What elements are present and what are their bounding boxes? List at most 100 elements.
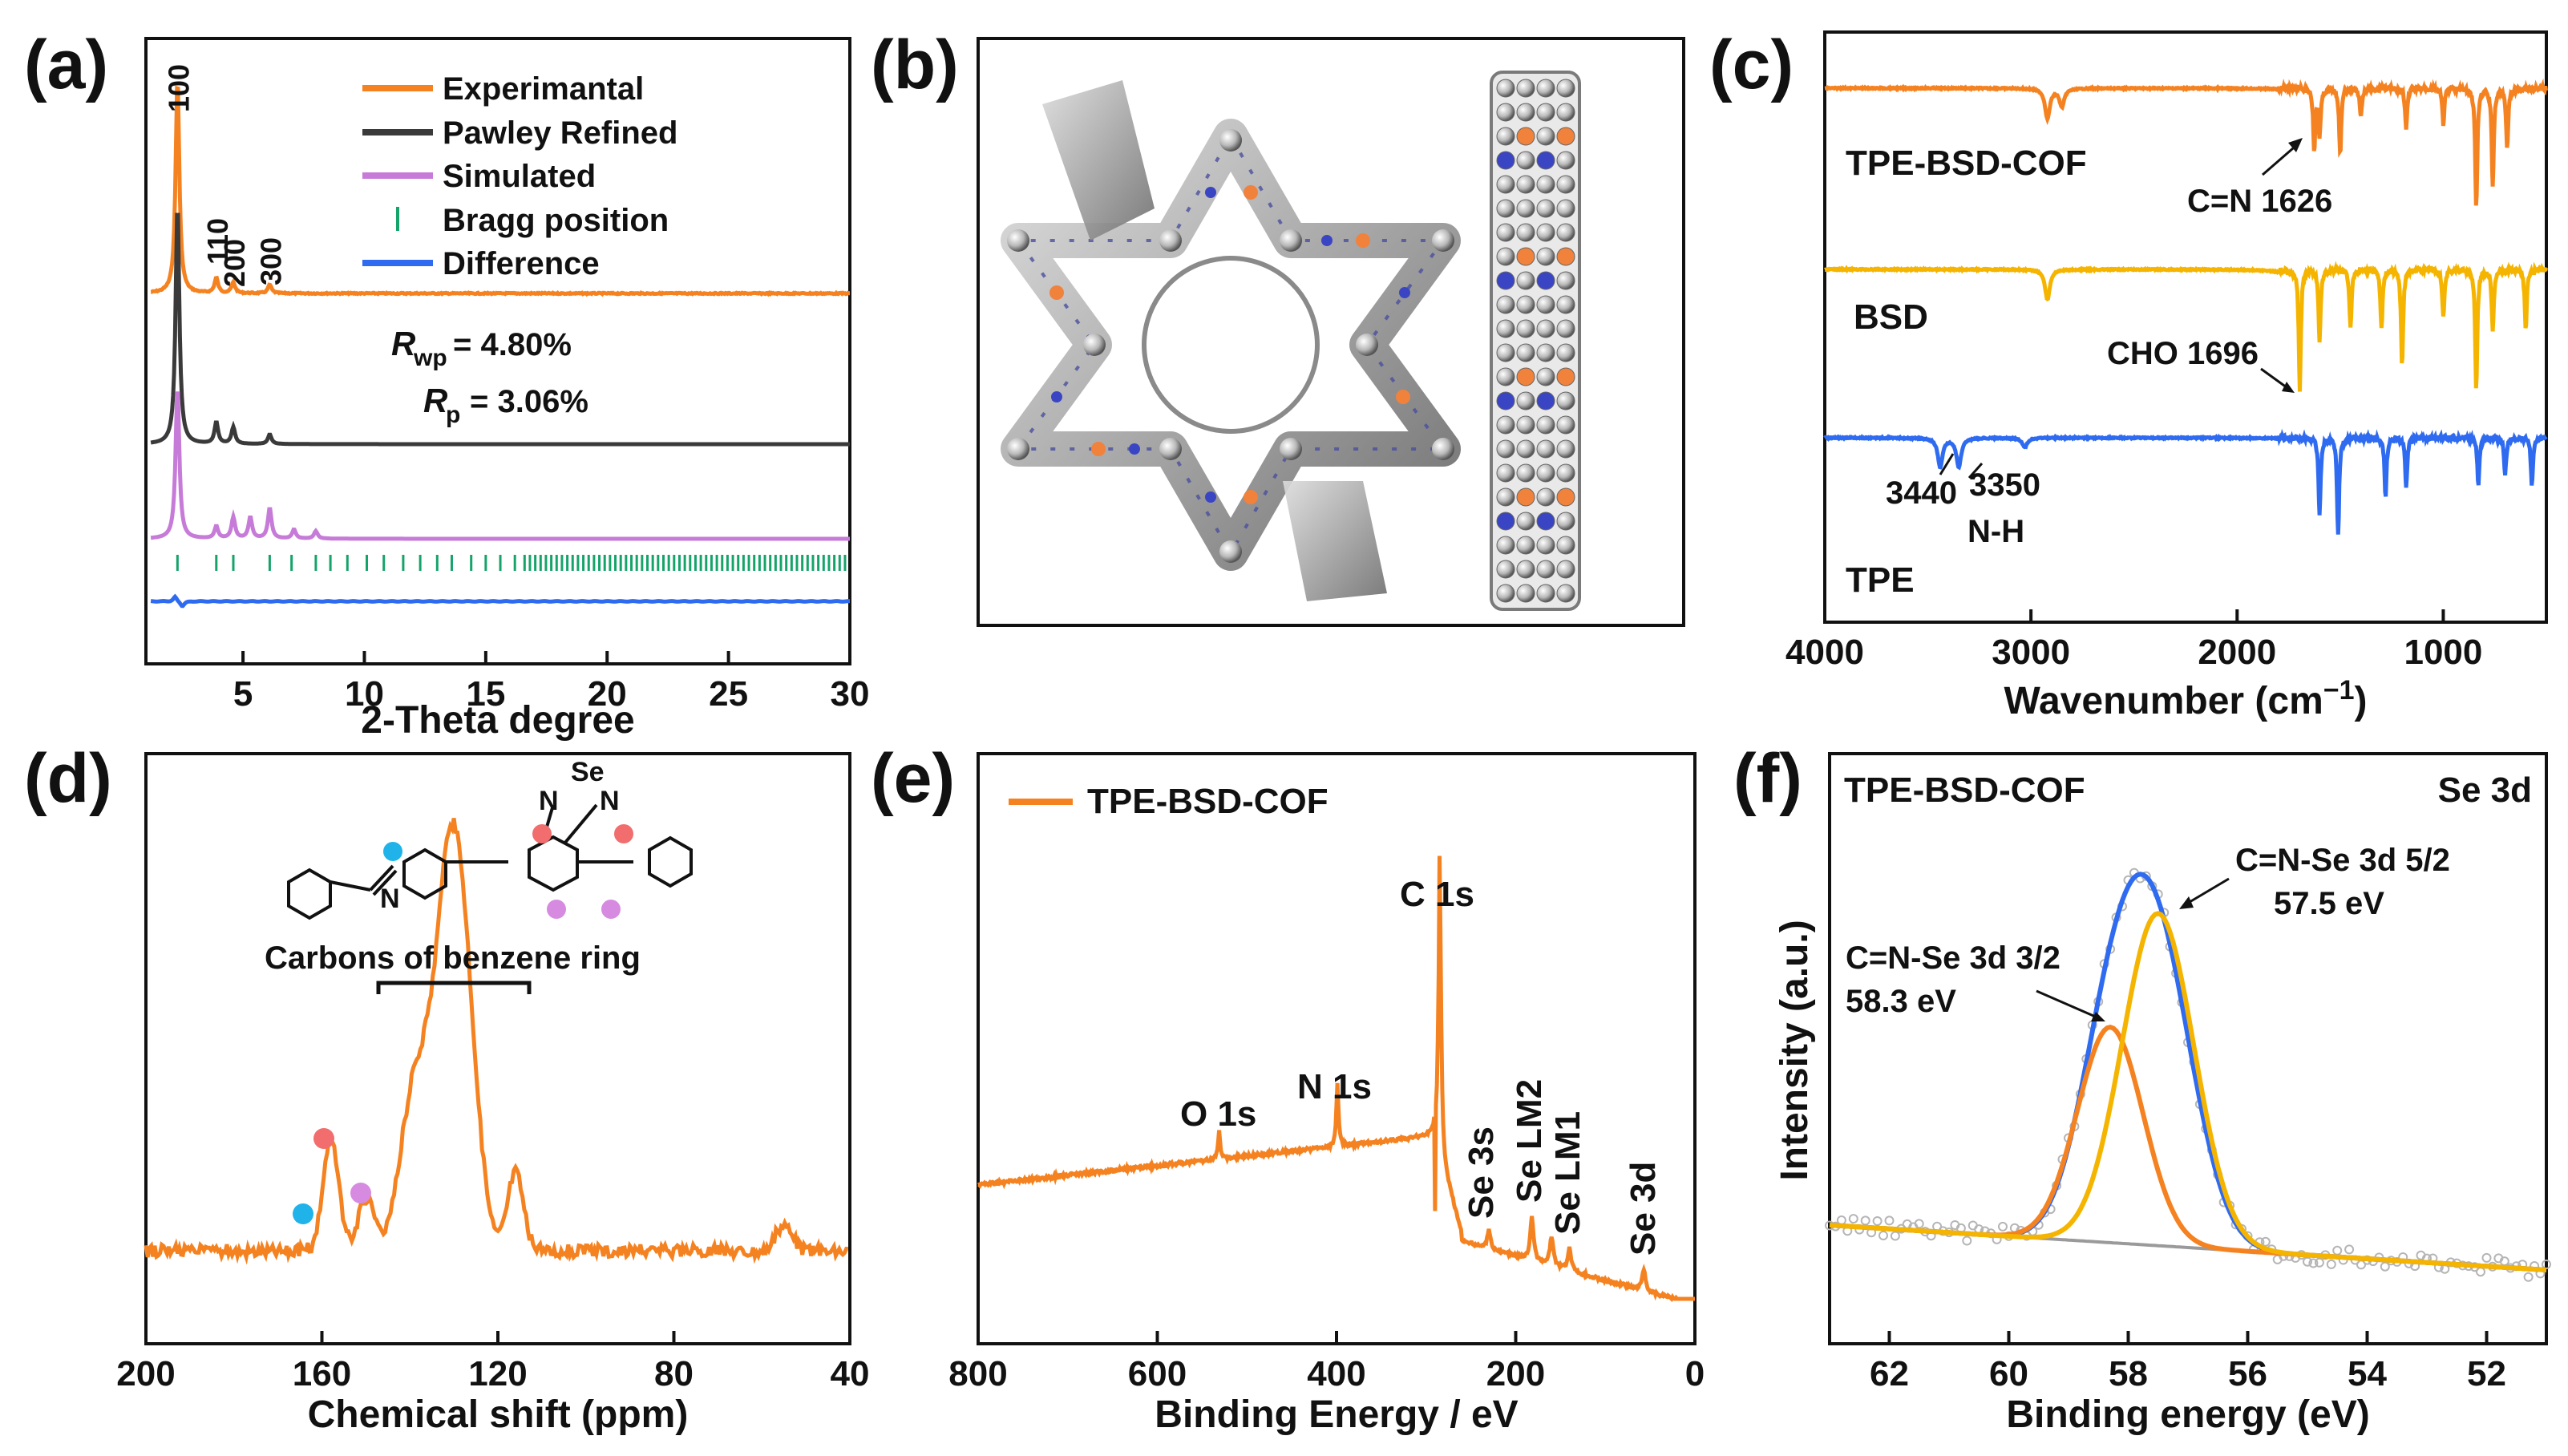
peak-marker-cyan [293,1203,313,1224]
raw-data-point [2303,1256,2312,1267]
panel-a-frame [144,37,851,665]
panel-c-label: (c) [1709,26,1794,103]
peak-label-selm2: Se LM2 [1510,1079,1549,1203]
rp-symbol: R [423,382,448,419]
panel-e-x-tick-label: 0 [1685,1354,1705,1393]
marker-red-left [532,824,552,843]
panel-f-label: (f) [1733,740,1802,817]
panel-f: (f) 62 60 58 56 54 52 Binding energy (eV) Int… [1733,740,2551,1436]
annotation-3d32-energy: 58.3 eV [1846,984,1956,1019]
panel-c-x-tick-label: 1000 [2404,633,2482,672]
bragg-position-ticks [176,555,847,571]
panel-b-frame [977,37,1685,627]
rwp-subscript: wp [413,345,447,371]
pawley-refined-trace [150,212,850,447]
panel-a-plot [150,85,850,609]
annotation-cn-1626: C=N 1626 [2187,184,2332,219]
panel-f-region-title: Se 3d [2438,770,2532,810]
panel-d-x-ticks: 200 160 120 80 40 [116,1331,869,1393]
annotation-3d32-name: C=N-Se 3d 3/2 [1846,940,2060,976]
panel-a-x-tick-label: 10 [345,674,384,714]
legend-item-bragg: Bragg position [443,203,669,238]
envelope-fit [1829,872,2547,1272]
peak-label-100: 100 [162,64,195,112]
raw-data-point [1878,1231,1888,1240]
fit-se3d52 [1829,911,2547,1272]
cof-side-view-stack [1490,71,1581,611]
legend-item-experimental: Experimantal [443,71,644,107]
panel-f-sample-title: TPE-BSD-COF [1844,770,2085,810]
atom-se: Se [571,757,605,787]
panel-d: (d) 200 160 120 80 40 Chemical shift (ppm) C… [24,740,869,1436]
raw-data-point [1884,1215,1895,1226]
panel-f-x-tick-label: 62 [1870,1354,1909,1393]
annotation-nh: N-H [1967,514,2024,549]
raw-data-point [1998,1221,2008,1232]
series-label-tpe: TPE [1846,560,1915,600]
panel-c-x-axis-label: Wavenumber (cm−1) [2004,675,2367,722]
panel-d-x-tick-label: 160 [293,1354,351,1393]
panel-c-x-ticks: 4000 3000 2000 1000 [1785,609,2482,672]
atom-n-imine: N [380,884,400,914]
panel-b-label: (b) [871,26,959,103]
legend-item-pawley: Pawley Refined [443,115,677,151]
panel-e-frame [977,752,1696,1345]
annotation-3d52-energy: 57.5 eV [2274,886,2384,921]
panel-a: (a) 5 10 15 20 25 30 2-Theta degree 100 110200… [24,26,869,742]
series-label-bsd: BSD [1854,297,1928,337]
marker-pink-right [601,900,621,919]
cof-top-view-structure [1001,80,1461,601]
atom-n-left: N [539,786,559,816]
raw-data-point [2308,1258,2319,1268]
panel-a-x-tick-label: 20 [588,674,627,714]
marker-red-right [614,824,633,843]
annotation-cho-1696: CHO 1696 [2107,336,2259,371]
panel-f-x-tick-label: 52 [2467,1354,2506,1393]
annotation-3d52-name: C=N-Se 3d 5/2 [2235,843,2450,878]
panel-e-x-ticks: 800 600 400 200 0 [948,1331,1705,1393]
panel-e-plot [977,855,1695,1303]
panel-d-x-axis-label: Chemical shift (ppm) [308,1393,689,1436]
marker-pink-left [547,900,566,919]
panel-a-fit-statistics: R wp = 4.80% R p = 3.06% [391,325,588,428]
panel-f-x-tick-label: 58 [2109,1354,2148,1393]
legend-item-tpe-bsd-cof: TPE-BSD-COF [1087,782,1328,821]
panel-a-x-tick-label: 5 [233,674,253,714]
panel-d-x-tick-label: 120 [468,1354,527,1393]
panel-d-label: (d) [24,740,112,817]
peak-label-200: 200 [218,239,251,287]
panel-c-x-tick-label: 3000 [1992,633,2070,672]
panel-c-frame [1823,30,2548,624]
peak-label-se3d: Se 3d [1624,1162,1663,1256]
panel-b: (b) [871,26,1685,627]
panel-c-x-tick-label: 2000 [2198,633,2276,672]
panel-e-x-axis-label: Binding Energy / eV [1155,1393,1518,1436]
panel-e-label: (e) [871,740,955,817]
panel-c-x-tick-label: 4000 [1785,633,1864,672]
raw-data-point [2344,1244,2355,1255]
experimental-trace [150,85,850,297]
panel-f-frame [1828,752,2548,1345]
panel-d-x-tick-label: 80 [654,1354,694,1393]
raw-data-point [1914,1219,1924,1229]
panel-a-legend: Experimantal Pawley Refined Simulated Br… [362,71,677,281]
rwp-value: = 4.80% [453,327,572,362]
panel-c: (c) 4000 3000 2000 1000 Wavenumber (cm−1) T… [1709,26,2548,722]
xps-survey-trace [977,855,1695,1303]
simulated-trace [150,391,850,541]
benzene-ring-bracket [376,981,532,994]
raw-data-point [2260,1236,2271,1247]
raw-data-point [2523,1272,2534,1282]
marker-imine-carbon [383,842,402,861]
panel-d-x-tick-label: 40 [831,1354,870,1393]
peak-marker-pink [350,1183,371,1203]
panel-a-x-ticks: 5 10 15 20 25 30 [233,651,869,714]
panel-e-x-tick-label: 400 [1307,1354,1365,1393]
peak-marker-red [313,1128,334,1149]
legend-item-simulated: Simulated [443,159,596,194]
panel-e-x-tick-label: 600 [1128,1354,1187,1393]
panel-c-plot [1823,78,2548,535]
panel-f-y-axis-label: Intensity (a.u.) [1773,920,1816,1180]
ftir-trace-tpe [1823,428,2548,535]
